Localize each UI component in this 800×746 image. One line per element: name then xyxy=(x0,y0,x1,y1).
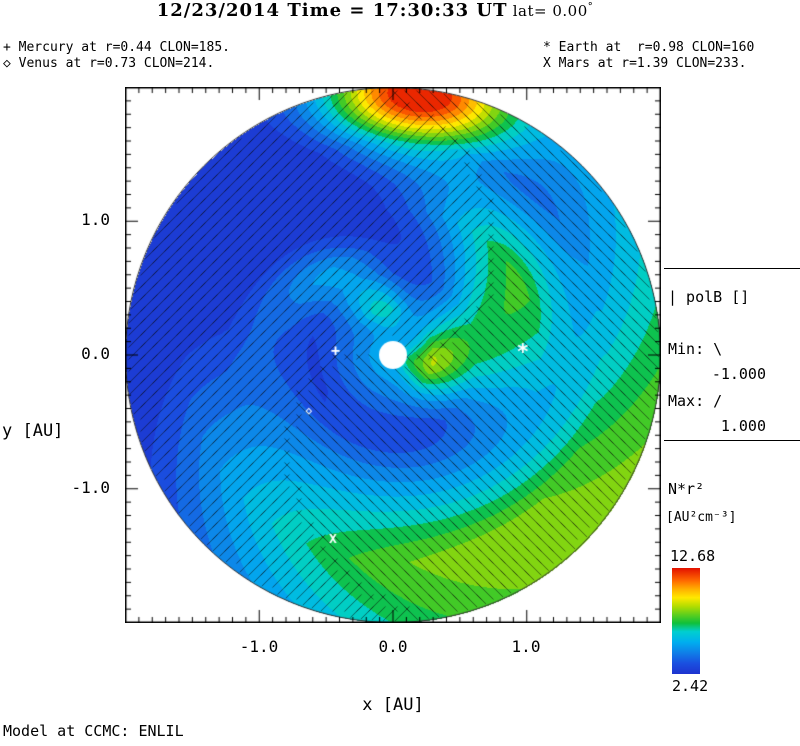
degree-symbol: ° xyxy=(587,1,594,13)
colorbar-max-value: 12.68 xyxy=(670,547,716,565)
polb-legend-title: | polB [] xyxy=(668,288,750,306)
polb-max-value: 1.000 xyxy=(720,417,766,435)
polb-min-value: -1.000 xyxy=(711,365,766,383)
y-axis-label: y [AU] xyxy=(2,421,64,441)
title-datetime: 12/23/2014 Time = 17:30:33 UT xyxy=(156,0,508,21)
x-axis-label: x [AU] xyxy=(362,695,424,715)
colorbar-units-label: [AU²cm⁻³] xyxy=(666,510,737,525)
model-caption: Model at CCMC: ENLIL xyxy=(3,722,184,740)
x-tick-1: 1.0 xyxy=(511,637,541,656)
legend-bottom-rule xyxy=(664,440,800,441)
x-tick-m1: -1.0 xyxy=(239,637,279,656)
y-tick-1: 1.0 xyxy=(81,210,110,229)
colorbar-min-value: 2.42 xyxy=(672,677,709,695)
y-tick-0: 0.0 xyxy=(81,344,110,363)
title-latitude: lat= 0.00 xyxy=(507,2,588,20)
legend-top-rule xyxy=(664,268,800,269)
plot-title: 12/23/2014 Time = 17:30:33 UT lat= 0.00° xyxy=(0,0,750,21)
annotation-mars: X Mars at r=1.39 CLON=233. xyxy=(543,56,747,71)
y-tick-m1: -1.0 xyxy=(71,478,110,497)
annotation-mercury: + Mercury at r=0.44 CLON=185. xyxy=(3,40,230,55)
colorbar-gradient xyxy=(672,568,700,674)
polb-min-label: Min: \ xyxy=(668,340,723,358)
heliosphere-density-plot xyxy=(125,87,661,623)
annotation-earth: * Earth at r=0.98 CLON=160 xyxy=(543,40,755,55)
annotation-venus: ◇ Venus at r=0.73 CLON=214. xyxy=(3,56,215,71)
colorbar-quantity-label: N*r² xyxy=(668,480,705,498)
x-tick-0: 0.0 xyxy=(378,637,408,656)
polb-max-label: Max: / xyxy=(668,392,723,410)
